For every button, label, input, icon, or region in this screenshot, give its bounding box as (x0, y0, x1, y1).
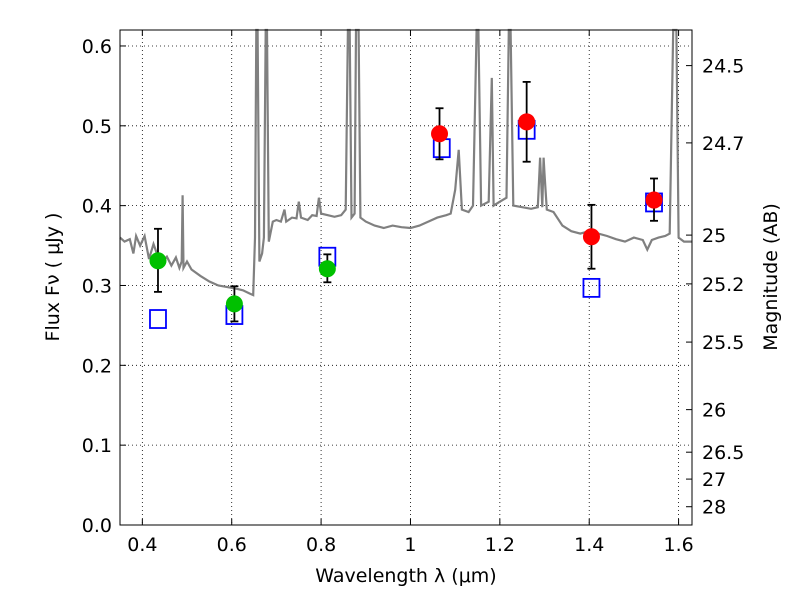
x-tick-label: 1.4 (574, 534, 604, 556)
x-axis-label: Wavelength λ (μm) (315, 565, 496, 587)
x-tick-label: 1.2 (485, 534, 515, 556)
green-data-point (149, 252, 167, 270)
right-tick-label: 25.2 (702, 274, 744, 296)
data-points (149, 80, 663, 329)
green-data-point (225, 295, 243, 313)
right-tick-label: 26 (702, 400, 726, 422)
y-axis-label: Flux Fν ( μJy ) (42, 213, 64, 342)
y-tick-label: 0.4 (82, 196, 112, 218)
green-data-point (318, 260, 336, 278)
right-tick-label: 25 (702, 225, 726, 247)
red-data-point (645, 191, 663, 209)
spectrum-line (119, 28, 692, 297)
x-tick-label: 0.4 (127, 534, 157, 556)
right-tick-label: 25.5 (702, 332, 744, 354)
right-tick-label: 24.5 (702, 56, 744, 78)
model-square-marker (582, 277, 601, 298)
red-data-point (518, 113, 536, 131)
axis-ticks: 0.4 0.6 0.8 1 1.2 1.4 1.6 0.0 0.1 0.2 0.3 0.4 0.5 0.6… (82, 30, 744, 556)
y-tick-label: 0.0 (82, 515, 112, 537)
x-tick-label: 1.6 (663, 534, 693, 556)
right-tick-label: 24.7 (702, 133, 744, 155)
model-spectrum (119, 28, 692, 297)
x-tick-label: 0.8 (306, 534, 336, 556)
red-data-point (431, 125, 449, 143)
right-axis-label: Magnitude (AB) (760, 203, 782, 351)
y-tick-label: 0.3 (82, 275, 112, 297)
grid-lines (120, 30, 692, 526)
y-tick-label: 0.6 (82, 36, 112, 58)
model-square-marker (149, 309, 167, 329)
x-tick-label: 0.6 (217, 534, 247, 556)
y-tick-label: 0.1 (82, 435, 112, 457)
plot-frame (119, 29, 693, 526)
right-tick-label: 28 (702, 497, 726, 519)
y-tick-label: 0.5 (82, 116, 112, 138)
y-tick-label: 0.2 (82, 355, 112, 377)
red-data-point (582, 228, 600, 246)
x-tick-label: 1 (404, 534, 416, 556)
right-tick-label: 27 (702, 469, 726, 491)
right-tick-label: 26.5 (702, 442, 744, 464)
